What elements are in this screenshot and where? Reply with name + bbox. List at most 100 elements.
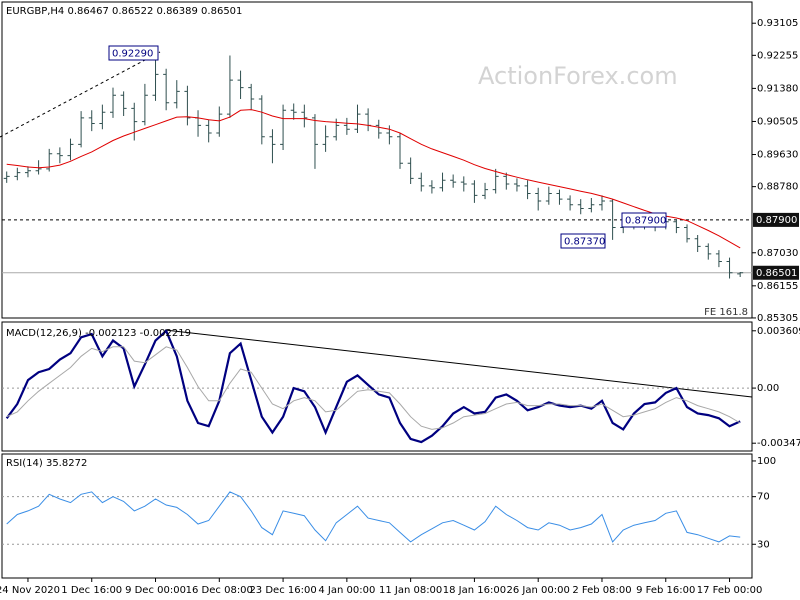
ohlc-bar: [556, 189, 563, 205]
ohlc-bar: [3, 171, 10, 183]
annotation-box: [108, 45, 159, 61]
ohlc-bar: [503, 172, 510, 190]
ohlc-bar: [131, 102, 138, 141]
ohlc-bar: [588, 197, 595, 213]
ohlc-bar: [598, 195, 605, 211]
ohlc-bar: [397, 132, 404, 169]
watermark: ActionForex.com: [478, 62, 678, 90]
price-tag-label: 0.86501: [756, 268, 797, 279]
ohlc-bar: [577, 199, 584, 215]
x-tick-label: 18 Jan 16:00: [443, 585, 506, 596]
price-tag: [753, 265, 799, 280]
ohlc-bar: [428, 180, 435, 194]
y-tick-label: 0.93105: [757, 18, 798, 29]
price-panel: [1, 1, 753, 319]
y-tick-label: 0.85305: [757, 313, 798, 324]
ohlc-bar: [609, 199, 616, 240]
ohlc-bar: [343, 117, 350, 135]
y-tick-label: 30: [757, 539, 770, 550]
ohlc-bar: [269, 129, 276, 164]
ohlc-bar: [301, 104, 308, 128]
ohlc-bar: [88, 110, 95, 132]
ohlc-bar: [482, 182, 489, 200]
ohlc-bar: [673, 219, 680, 234]
ohlc-bar: [407, 157, 414, 184]
x-tick-label: 9 Dec 00:00: [125, 585, 186, 596]
ohlc-bar: [471, 180, 478, 203]
ohlc-bar: [375, 119, 382, 139]
ohlc-bar: [173, 80, 180, 109]
x-tick-label: 24 Nov 2020: [0, 585, 60, 596]
ohlc-bar: [216, 106, 223, 137]
ohlc-bar: [545, 186, 552, 205]
ohlc-bar: [705, 243, 712, 260]
ohlc-bar: [684, 224, 691, 243]
annotation: 0.87370: [564, 237, 605, 248]
ohlc-bar: [460, 176, 467, 192]
ohlc-bar: [14, 167, 21, 181]
price-tag: [753, 212, 799, 227]
ohlc-bar: [184, 85, 191, 126]
y-tick-label: 0.91380: [757, 83, 798, 94]
x-tick-label: 16 Dec 08:00: [186, 585, 253, 596]
ohlc-bar: [535, 187, 542, 211]
ohlc-bar: [694, 235, 701, 253]
macd-title: MACD(12,26,9) -0.002123 -0.002219: [6, 328, 191, 339]
ohlc-bar: [141, 83, 148, 126]
ohlc-bar: [715, 250, 722, 268]
y-tick-label: 0.87030: [757, 248, 798, 259]
y-tick-label: 0.90505: [757, 116, 798, 127]
ohlc-bar: [237, 70, 244, 99]
line: [6, 346, 741, 430]
y-tick-label: 70: [757, 492, 770, 503]
ohlc-bar: [56, 147, 63, 164]
annotation-box: [621, 212, 667, 228]
ohlc-bar: [78, 111, 85, 148]
line: [6, 491, 741, 543]
ohlc-bar: [354, 104, 361, 133]
price-title: EURGBP,H4 0.86467 0.86522 0.86389 0.8650…: [6, 6, 242, 17]
y-tick-label: 0.00: [757, 383, 779, 394]
ohlc-bar: [152, 54, 159, 101]
y-tick-label: 0.92255: [757, 50, 798, 61]
ohlc-bar: [386, 125, 393, 145]
x-tick-label: 1 Dec 16:00: [61, 585, 122, 596]
ohlc-bar: [120, 91, 127, 116]
ohlc-bar: [450, 174, 457, 188]
ohlc-bar: [311, 114, 318, 169]
trend-line: [0, 51, 161, 138]
ohlc-bar: [567, 195, 574, 211]
y-tick-label: 0.86155: [757, 281, 798, 292]
ohlc-bar: [492, 168, 499, 194]
line: [6, 109, 741, 249]
ohlc-bar: [737, 272, 744, 277]
x-tick-label: 2 Feb 08:00: [572, 585, 631, 596]
annotation-box: [560, 233, 606, 249]
annotation: FE 161.8: [704, 307, 748, 318]
x-tick-label: 17 Feb 00:00: [697, 585, 763, 596]
rsi-title: RSI(14) 35.8272: [6, 458, 87, 469]
ohlc-bar: [322, 125, 329, 152]
x-tick-label: 23 Dec 16:00: [249, 585, 316, 596]
price-tag-label: 0.87900: [756, 215, 797, 226]
y-tick-label: 0.89630: [757, 150, 798, 161]
annotation: 0.87900: [625, 216, 666, 227]
ohlc-bar: [726, 257, 733, 279]
ohlc-bar: [258, 95, 265, 145]
ohlc-bar: [439, 172, 446, 192]
x-tick-label: 4 Jan 00:00: [318, 585, 375, 596]
x-tick-label: 11 Jan 08:00: [379, 585, 442, 596]
line: [5, 329, 741, 444]
ohlc-bar: [205, 119, 212, 143]
ohlc-bar: [290, 103, 297, 120]
ohlc-bar: [163, 68, 170, 111]
ohlc-bar: [67, 138, 74, 161]
ohlc-bar: [110, 87, 116, 118]
ohlc-bar: [513, 178, 520, 192]
trend-line: [164, 329, 753, 398]
ohlc-bar: [418, 172, 425, 192]
ohlc-bar: [226, 55, 233, 118]
x-tick-label: 9 Feb 16:00: [636, 585, 695, 596]
